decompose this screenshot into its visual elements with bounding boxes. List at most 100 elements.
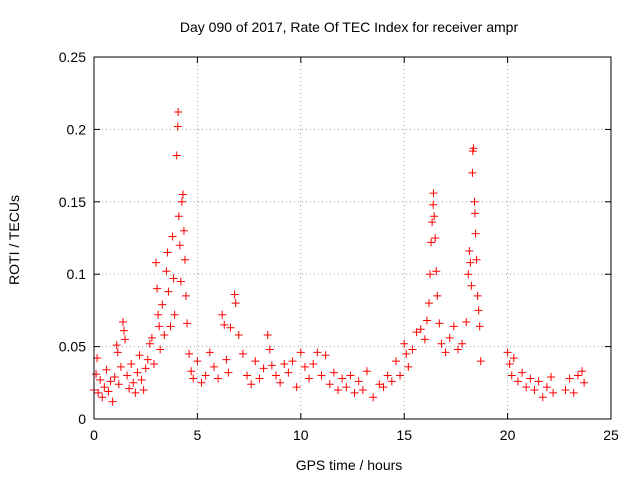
data-point: [96, 375, 105, 384]
data-point: [135, 351, 144, 360]
x-tick-label: 15: [396, 427, 412, 443]
y-tick-label: 0.15: [59, 194, 86, 210]
data-point: [432, 267, 441, 276]
data-point: [420, 335, 429, 344]
data-point: [547, 373, 556, 382]
data-point: [362, 367, 371, 376]
data-point: [187, 367, 196, 376]
x-tick-label: 5: [194, 427, 202, 443]
data-point: [267, 361, 276, 370]
data-point: [112, 341, 121, 350]
data-point: [375, 380, 384, 389]
data-point: [182, 291, 191, 300]
data-point: [573, 371, 582, 380]
data-point: [391, 357, 400, 366]
y-tick-label: 0.1: [67, 266, 87, 282]
data-point: [569, 388, 578, 397]
data-point: [472, 255, 481, 264]
plot-frame: [93, 56, 612, 420]
data-point: [106, 377, 115, 386]
data-point: [178, 190, 187, 199]
data-point: [433, 291, 442, 300]
data-point: [139, 386, 148, 395]
data-point: [104, 387, 113, 396]
data-point: [129, 378, 138, 387]
data-point: [321, 351, 330, 360]
data-point: [471, 229, 480, 238]
data-point: [175, 241, 184, 250]
data-point: [123, 371, 132, 380]
data-point: [309, 359, 318, 368]
data-point: [462, 317, 471, 326]
data-point: [578, 367, 587, 376]
data-point: [350, 388, 359, 397]
data-point: [271, 371, 280, 380]
data-point: [209, 362, 218, 371]
data-point: [220, 320, 229, 329]
data-point: [522, 383, 531, 392]
data-point: [469, 144, 478, 153]
data-point: [224, 368, 233, 377]
y-tick-label: 0: [78, 411, 86, 427]
data-point: [247, 380, 256, 389]
data-point: [513, 377, 522, 386]
data-point: [358, 386, 367, 395]
y-tick-label: 0.25: [59, 49, 86, 65]
data-point: [354, 377, 363, 386]
y-axis-label: ROTI / TECUs: [6, 195, 22, 285]
data-point: [243, 371, 252, 380]
data-point: [168, 232, 177, 241]
data-point: [526, 374, 535, 383]
data-point: [166, 322, 175, 331]
data-point: [334, 386, 343, 395]
data-point: [174, 212, 183, 221]
data-point: [113, 348, 122, 357]
data-point: [402, 349, 411, 358]
data-point: [172, 151, 181, 160]
data-point: [429, 189, 438, 198]
data-point: [173, 122, 182, 131]
data-point: [292, 383, 301, 392]
data-point: [145, 339, 154, 348]
data-point: [114, 380, 123, 389]
data-point: [149, 359, 158, 368]
data-point: [131, 388, 140, 397]
data-point: [565, 374, 574, 383]
data-point: [102, 365, 111, 374]
data-point: [176, 277, 185, 286]
data-point: [338, 374, 347, 383]
data-point: [156, 345, 165, 354]
data-point: [317, 371, 326, 380]
data-point: [137, 375, 146, 384]
data-point: [152, 258, 161, 267]
x-axis-ticks: 0 5 10 15 20 25: [90, 57, 619, 443]
y-tick-label: 0.2: [67, 121, 87, 137]
data-point: [158, 300, 167, 309]
data-point: [231, 299, 240, 308]
data-point: [305, 374, 314, 383]
data-point: [404, 362, 413, 371]
data-point: [288, 357, 297, 366]
data-point: [346, 371, 355, 380]
data-point: [429, 200, 438, 209]
data-point: [185, 349, 194, 358]
data-point: [561, 386, 570, 395]
data-point: [141, 364, 150, 373]
data-point: [214, 374, 223, 383]
data-point: [179, 226, 188, 235]
data-point: [474, 306, 483, 315]
data-point: [437, 339, 446, 348]
data-point: [476, 357, 485, 366]
data-point: [133, 368, 142, 377]
data-point: [428, 218, 437, 227]
data-point: [143, 355, 152, 364]
data-point: [169, 274, 178, 283]
data-point: [430, 212, 439, 221]
data-point: [180, 255, 189, 264]
data-point: [396, 371, 405, 380]
data-point: [163, 248, 172, 257]
data-point: [160, 331, 169, 340]
data-point: [534, 377, 543, 386]
data-point: [251, 357, 260, 366]
data-point: [164, 287, 173, 296]
